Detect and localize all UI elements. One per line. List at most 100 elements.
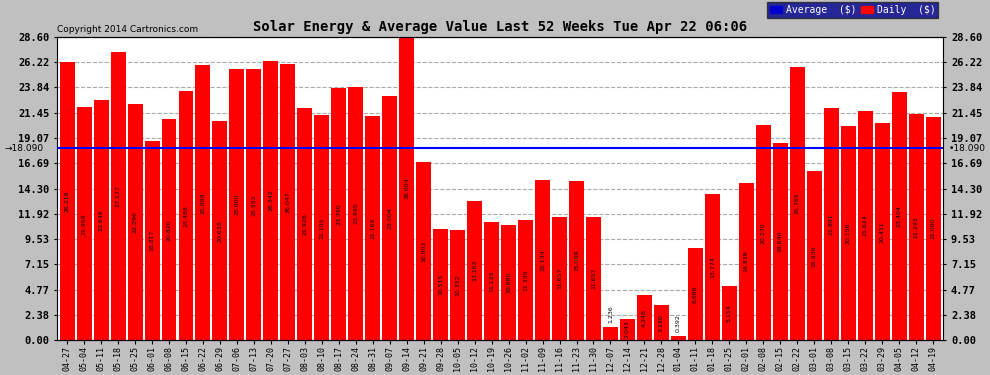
Bar [501,225,516,340]
Text: 20.156: 20.156 [845,223,850,244]
Text: 23.004: 23.004 [387,207,392,229]
Text: 10.515: 10.515 [439,274,444,295]
Text: 11.125: 11.125 [489,270,494,292]
Bar [145,141,159,340]
Bar [128,104,143,340]
Bar [909,114,924,340]
Text: 27.127: 27.127 [116,185,121,207]
Text: 21.926: 21.926 [302,213,307,235]
Text: 10.885: 10.885 [506,272,511,293]
Text: 21.959: 21.959 [81,213,86,235]
Bar [399,37,414,340]
Bar [569,181,584,340]
Bar [518,220,533,340]
Bar [841,126,855,340]
Legend: Average  ($), Daily  ($): Average ($), Daily ($) [767,2,939,18]
Bar [484,222,499,340]
Text: 25.899: 25.899 [200,192,206,214]
Bar [892,92,907,340]
Text: 20.270: 20.270 [760,222,766,244]
Bar [603,327,618,340]
Bar [857,111,872,340]
Text: 1.236: 1.236 [608,305,613,323]
Bar [926,117,940,340]
Text: 26.216: 26.216 [64,190,69,212]
Text: 25.765: 25.765 [795,193,800,214]
Text: 13.162: 13.162 [472,260,477,281]
Text: 25.553: 25.553 [251,194,256,216]
Text: 23.488: 23.488 [183,205,188,226]
Text: 20.820: 20.820 [166,219,171,241]
Bar [467,201,482,340]
Bar [247,69,261,340]
Text: 11.657: 11.657 [557,268,562,289]
Bar [773,142,788,340]
Bar [230,69,245,340]
Text: 21.624: 21.624 [862,215,867,237]
Bar [450,231,465,340]
Text: 28.604: 28.604 [404,178,409,200]
Text: •18.090: •18.090 [948,144,986,153]
Text: 26.047: 26.047 [285,191,290,213]
Bar [382,96,397,340]
Text: 11.335: 11.335 [523,269,528,291]
Bar [315,116,330,340]
Bar [365,116,380,340]
Bar [875,123,890,340]
Text: →18.090: →18.090 [4,144,44,153]
Bar [94,100,109,340]
Text: 14.839: 14.839 [743,251,748,272]
Text: 21.195: 21.195 [320,217,325,238]
Bar [739,183,753,340]
Title: Solar Energy & Average Value Last 52 Weeks Tue Apr 22 06:06: Solar Energy & Average Value Last 52 Wee… [253,20,747,34]
Text: 23.895: 23.895 [353,202,358,224]
Bar [586,217,601,340]
Bar [705,194,720,340]
Text: 4.248: 4.248 [642,309,646,327]
Text: 5.154: 5.154 [727,304,732,322]
Text: 10.352: 10.352 [455,274,460,296]
Bar [790,67,805,340]
Bar [332,88,346,340]
Bar [671,336,686,340]
Text: 21.165: 21.165 [370,217,375,239]
Bar [722,286,737,340]
Text: 26.342: 26.342 [268,190,273,211]
Bar [807,171,822,340]
Bar [161,119,176,340]
Text: 15.936: 15.936 [812,245,817,267]
Text: 3.280: 3.280 [659,314,664,332]
Bar [213,122,228,340]
Text: 13.774: 13.774 [710,256,715,278]
Bar [824,108,839,340]
Text: 22.296: 22.296 [133,211,138,233]
Text: 23.404: 23.404 [897,205,902,227]
Bar [688,248,703,340]
Bar [620,319,635,340]
Text: 2.043: 2.043 [625,321,630,338]
Text: 0.392: 0.392 [676,314,681,332]
Text: 15.009: 15.009 [574,250,579,272]
Bar [755,125,771,340]
Text: 18.817: 18.817 [149,230,154,251]
Bar [111,53,126,340]
Bar [434,229,448,340]
Text: 20.638: 20.638 [218,220,223,242]
Bar [416,162,432,340]
Text: 23.760: 23.760 [337,203,342,225]
Bar [535,180,550,340]
Text: 11.657: 11.657 [591,268,596,289]
Bar [59,62,74,340]
Bar [654,306,669,340]
Text: 18.640: 18.640 [778,231,783,252]
Text: 21.090: 21.090 [931,217,936,239]
Bar [263,61,278,340]
Text: 21.891: 21.891 [829,213,834,235]
Bar [637,295,651,340]
Text: 22.646: 22.646 [99,209,104,231]
Text: Copyright 2014 Cartronics.com: Copyright 2014 Cartronics.com [57,25,198,34]
Text: 21.293: 21.293 [914,216,919,238]
Text: 8.686: 8.686 [693,285,698,303]
Bar [297,108,312,340]
Bar [552,217,567,340]
